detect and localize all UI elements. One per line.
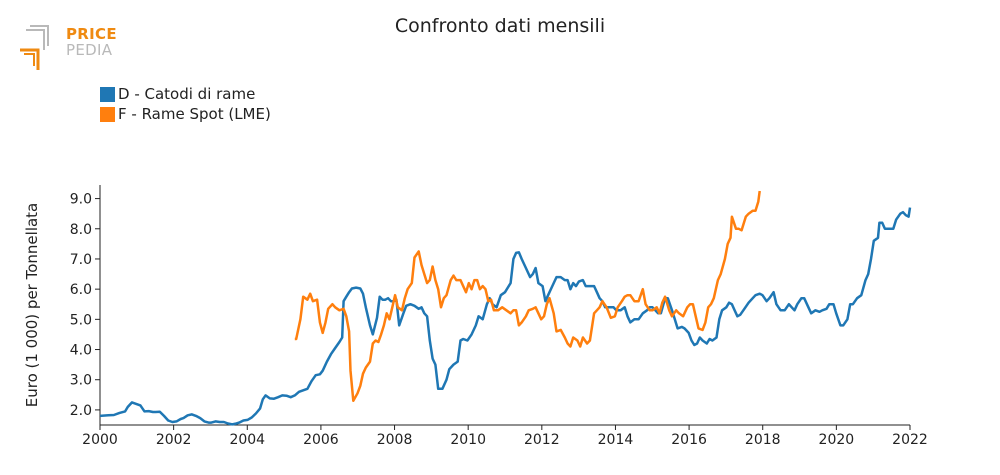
- legend-label-catodi: D - Catodi di rame: [118, 85, 256, 103]
- y-tick-label: 4.0: [70, 343, 92, 359]
- x-tick-label: 2010: [450, 432, 486, 448]
- chart-axes: 2.0 3.0 4.0 5.0 6.0 7.0 8.0 9.0 2000 2002 2004 2006…: [70, 185, 928, 448]
- series-line-lme: [294, 190, 761, 403]
- x-tick-label: 2006: [303, 432, 339, 448]
- x-tick-label: 2014: [598, 432, 634, 448]
- logo-text-pedia: PEDIA: [66, 41, 113, 59]
- legend-swatch-catodi: [100, 86, 115, 102]
- legend-item-lme: F - Rame Spot (LME): [100, 104, 271, 124]
- logo-text-price: PRICE: [66, 25, 117, 43]
- legend-label-lme: F - Rame Spot (LME): [118, 105, 271, 123]
- legend-swatch-lme: [100, 106, 115, 122]
- y-tick-label: 9.0: [70, 192, 92, 208]
- x-tick-label: 2008: [377, 432, 413, 448]
- y-tick-label: 2.0: [70, 403, 92, 419]
- x-tick-label: 2004: [229, 432, 265, 448]
- y-tick-label: 8.0: [70, 222, 92, 238]
- series-line-catodi: [99, 207, 912, 426]
- chart-legend: D - Catodi di rame F - Rame Spot (LME): [100, 84, 271, 124]
- y-tick-label: 3.0: [70, 373, 92, 389]
- y-axis-title: Euro (1 000) per Tonnellata: [23, 203, 41, 408]
- x-tick-label: 2002: [156, 432, 192, 448]
- x-tick-label: 2022: [892, 432, 928, 448]
- x-tick-label: 2012: [524, 432, 560, 448]
- x-tick-label: 2020: [819, 432, 855, 448]
- pricepedia-logo: PRICE PEDIA: [18, 24, 128, 74]
- x-tick-label: 2016: [671, 432, 707, 448]
- y-tick-label: 6.0: [70, 282, 92, 298]
- y-tick-label: 7.0: [70, 252, 92, 268]
- logo-mark-icon: [20, 25, 49, 70]
- chart-series-layer: [99, 190, 912, 426]
- legend-item-catodi: D - Catodi di rame: [100, 84, 271, 104]
- chart-title: Confronto dati mensili: [394, 15, 606, 37]
- x-tick-label: 2000: [82, 432, 118, 448]
- x-tick-label: 2018: [745, 432, 781, 448]
- y-tick-label: 5.0: [70, 312, 92, 328]
